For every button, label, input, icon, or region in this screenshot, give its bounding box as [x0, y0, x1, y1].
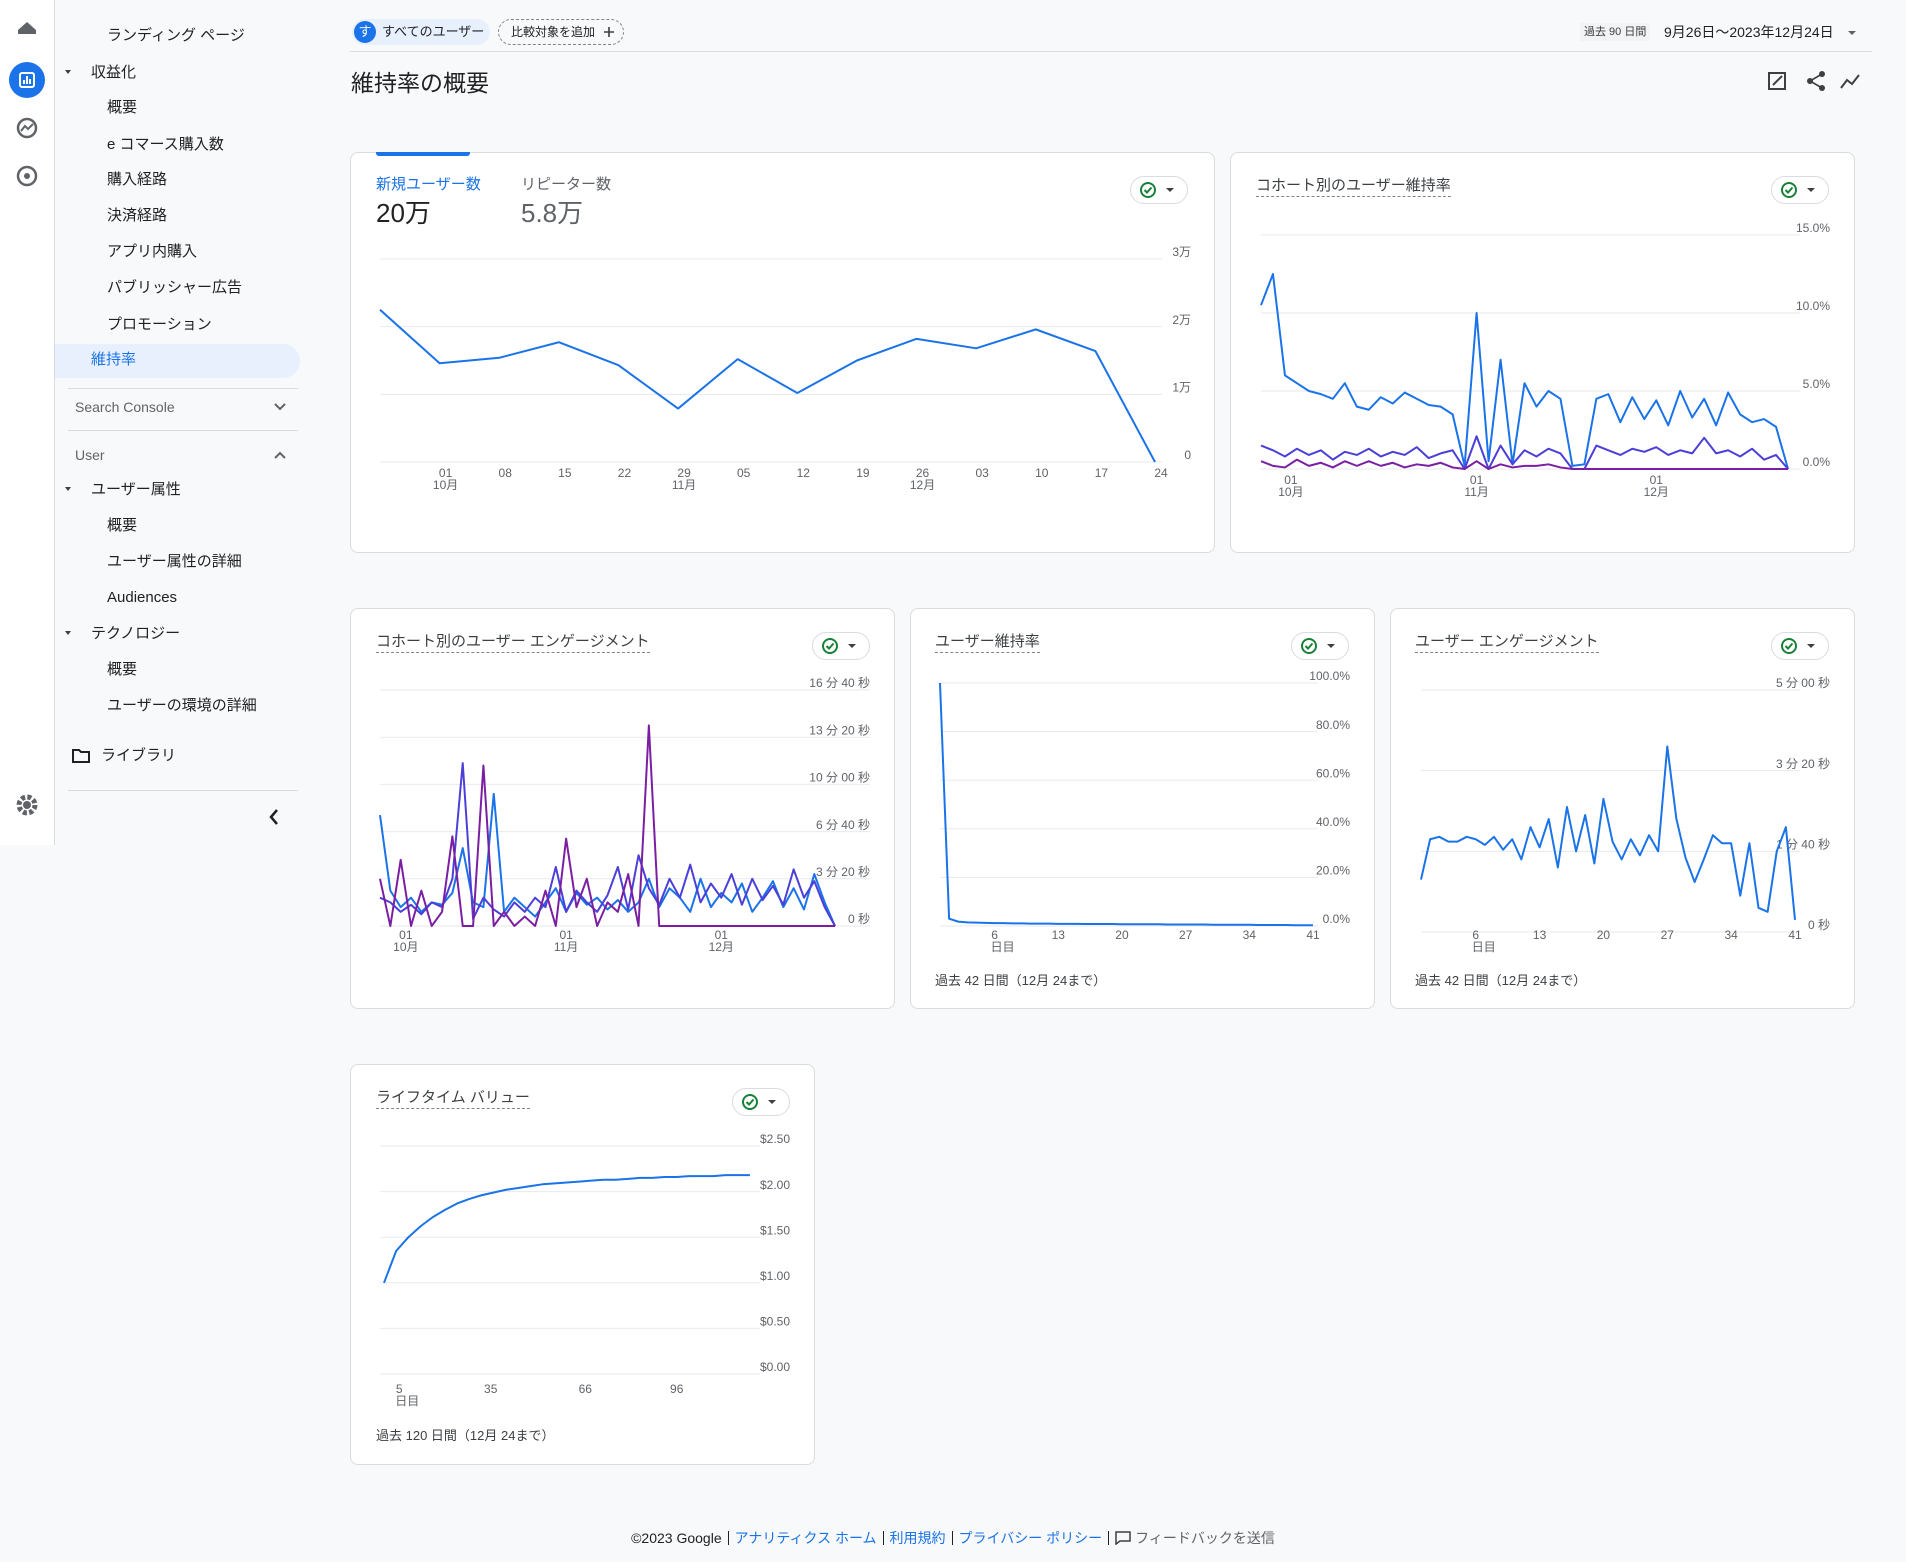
date-caret[interactable]	[1846, 28, 1858, 38]
home-icon[interactable]	[18, 22, 36, 34]
nav-glyphs	[65, 70, 286, 825]
folder-icon	[72, 749, 90, 763]
chart-card	[1230, 152, 1855, 553]
range-label: 過去 90 日間	[1580, 23, 1651, 41]
segment-label: すべてのユーザー	[382, 24, 485, 39]
chart-subtitle: 過去 120 日間（12月 24まで）	[376, 1428, 555, 1443]
divider	[68, 430, 298, 431]
caret	[65, 487, 71, 491]
chart-card	[910, 608, 1375, 1009]
tab-value[interactable]: 20万	[376, 198, 431, 228]
page-title: 維持率の概要	[351, 70, 489, 96]
chart-subtitle: 過去 42 日間（12月 24まで）	[1415, 973, 1587, 988]
share-icon[interactable]	[1807, 71, 1825, 91]
nav-item[interactable]: 収益化	[91, 64, 137, 81]
button-icons	[1781, 182, 1815, 198]
button-icons	[1301, 638, 1335, 654]
chart-card	[1390, 608, 1855, 1009]
chart-options-button[interactable]	[1130, 176, 1188, 204]
chart-card	[350, 1064, 815, 1465]
explore-icon[interactable]	[16, 117, 38, 139]
chart-options-button[interactable]	[1291, 632, 1349, 660]
header-divider	[350, 51, 1872, 52]
chart-options-button[interactable]	[732, 1088, 790, 1116]
chart-card	[350, 608, 895, 1009]
nav-item[interactable]: テクノロジー	[91, 625, 181, 642]
chart-title: コホート別のユーザー維持率	[1256, 176, 1451, 197]
collapse-button[interactable]	[269, 809, 278, 825]
feedback-link[interactable]: フィードバックを送信	[1135, 1530, 1275, 1546]
footer-link[interactable]: 利用規約	[889, 1530, 946, 1546]
insights-icon[interactable]	[1840, 74, 1860, 89]
chevron-down[interactable]	[274, 403, 286, 411]
active-tab-indicator	[376, 152, 470, 156]
nav-item[interactable]: Audiences	[107, 589, 178, 606]
chart-subtitle: 過去 42 日間（12月 24まで）	[935, 973, 1107, 988]
button-icons	[822, 638, 856, 654]
nav-item[interactable]: ユーザー属性の詳細	[107, 553, 242, 570]
chart-title: コホート別のユーザー エンゲージメント	[376, 632, 650, 653]
nav-item[interactable]: 維持率	[91, 351, 137, 368]
footer-link[interactable]: プライバシー ポリシー	[958, 1530, 1103, 1546]
nav-item[interactable]: ライブラリ	[101, 747, 177, 764]
divider	[68, 388, 298, 389]
compare-label: 比較対象を追加	[511, 25, 596, 39]
footer-link[interactable]: アナリティクス ホーム	[734, 1530, 877, 1546]
feedback-icon	[1115, 1531, 1131, 1546]
nav-item[interactable]: ページとスクリーン	[107, 0, 241, 5]
icon-rail	[0, 0, 55, 845]
button-icons	[1140, 182, 1174, 198]
tab-value[interactable]: 5.8万	[521, 198, 584, 228]
chart-options-button[interactable]	[812, 632, 870, 660]
chart-options-button[interactable]	[1771, 632, 1829, 660]
chevron-up[interactable]	[274, 451, 286, 459]
compare-chip[interactable]: 比較対象を追加	[498, 19, 624, 45]
copyright: ©2023 Google	[631, 1530, 722, 1546]
segment-avatar: す	[354, 21, 376, 43]
chart-title: ユーザー エンゲージメント	[1415, 632, 1599, 653]
chart-title: ライフタイム バリュー	[376, 1088, 530, 1109]
footer: ©2023 Google アナリティクス ホーム 利用規約 プライバシー ポリシー フィ…	[0, 1528, 1906, 1548]
nav-item[interactable]: e コマース購入数	[107, 136, 224, 153]
nav-item[interactable]: アプリ内購入	[107, 243, 198, 260]
nav-item[interactable]: ユーザー属性	[91, 481, 181, 498]
nav-item[interactable]: 決済経路	[107, 207, 168, 224]
caret	[65, 70, 71, 74]
button-icons	[1781, 638, 1815, 654]
rail-icons	[9, 22, 45, 816]
plus-icon	[604, 27, 614, 37]
nav-item[interactable]: User	[75, 447, 105, 463]
nav-item[interactable]: パブリッシャー広告	[107, 279, 243, 296]
customize-icon[interactable]	[1768, 72, 1786, 90]
chart-options-button[interactable]	[1771, 176, 1829, 204]
page-actions	[1768, 71, 1860, 91]
nav-item[interactable]: Search Console	[75, 399, 175, 415]
tab-label[interactable]: 新規ユーザー数	[376, 176, 481, 193]
segment-chip[interactable]: す すべてのユーザー	[352, 19, 490, 45]
nav-item[interactable]: ランディング ページ	[107, 27, 245, 44]
tab-label[interactable]: リピーター数	[521, 176, 612, 193]
settings-icon[interactable]	[16, 794, 38, 816]
caret	[65, 631, 71, 635]
date-range[interactable]: 9月26日～2023年12月24日	[1664, 24, 1834, 40]
nav-item[interactable]: 購入経路	[107, 171, 168, 188]
nav-item[interactable]: 概要	[107, 99, 138, 116]
nav-item[interactable]: 概要	[107, 661, 138, 678]
button-icons	[742, 1094, 776, 1110]
active-item-highlight	[55, 344, 300, 378]
chart-card	[350, 152, 1215, 553]
nav-item[interactable]: プロモーション	[107, 316, 212, 333]
divider	[68, 790, 298, 791]
nav-item[interactable]: ユーザーの環境の詳細	[107, 697, 257, 714]
chart-title: ユーザー維持率	[935, 632, 1040, 653]
nav-item[interactable]: 概要	[107, 517, 138, 534]
advertising-icon[interactable]	[16, 165, 38, 187]
